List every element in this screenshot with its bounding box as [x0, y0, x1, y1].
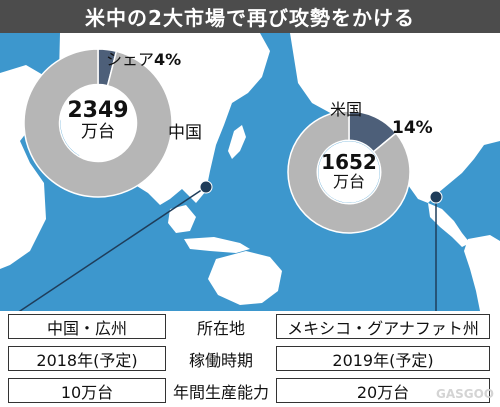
leader-line-china [18, 186, 207, 311]
donut-center-china: 2349 万台 [58, 98, 138, 143]
land-south-america [464, 235, 500, 311]
land-indonesia [184, 237, 250, 253]
total-unit-china: 万台 [81, 122, 115, 143]
donut-chart-us: 1652 万台 [286, 109, 412, 235]
chart-title: 米中の2大市場で再び攻勢をかける [0, 0, 500, 33]
table-row: 中国・広州 所在地 メキシコ・グアナファト州 [0, 311, 500, 343]
land-north-america [290, 33, 500, 203]
slices-us [287, 110, 411, 234]
donut-us-hole [318, 141, 380, 203]
share-label-value-us: 14% [392, 118, 433, 138]
land-japan [228, 125, 246, 159]
table-row: 2018年(予定) 稼働時期 2019年(予定) [0, 343, 500, 375]
row-label-location: 所在地 [196, 318, 245, 338]
total-unit-us: 万台 [332, 172, 365, 191]
cell-china-start: 2018年(予定) [8, 346, 166, 371]
donut-china-hole [60, 85, 136, 161]
cell-mexico-location: メキシコ・グアナファト州 [276, 314, 490, 339]
donut-chart-us-svg [287, 110, 411, 234]
share-label-china: シェア4% [106, 46, 181, 70]
cell-china-capacity: 10万台 [8, 378, 166, 403]
row-label-start: 稼働時期 [188, 350, 253, 370]
cell-mexico-start: 2019年(予定) [276, 346, 490, 371]
total-value-us: 1652 [321, 150, 377, 174]
info-table: 中国・広州 所在地 メキシコ・グアナファト州 2018年(予定) 稼働時期 20… [0, 311, 500, 407]
table-row: 10万台 年間生産能力 20万台 [0, 375, 500, 407]
watermark: GASGOO [435, 387, 494, 401]
land-central-america [428, 203, 470, 247]
share-label-value-china: 4% [154, 50, 182, 69]
slices-china [23, 48, 173, 198]
region-label-us: 米国 [330, 100, 363, 119]
donut-chart-china: 2349 万台 [22, 47, 174, 199]
location-marker-china [199, 180, 213, 194]
cell-china-location: 中国・広州 [8, 314, 166, 339]
total-value-china: 2349 [67, 98, 129, 123]
land-southeast-asia [168, 205, 196, 233]
cell-mexico-capacity: 20万台 [276, 378, 490, 403]
land-australia [208, 251, 282, 305]
region-label-china: 中国 [168, 123, 202, 143]
donut-chart-china-svg [23, 48, 173, 198]
donut-us-slice-1 [287, 110, 411, 234]
row-label-capacity: 年間生産能力 [172, 382, 269, 402]
location-marker-mexico [429, 190, 443, 204]
share-label-prefix-china: シェア [106, 50, 155, 69]
donut-center-us: 1652 万台 [314, 151, 384, 191]
donut-china-slice-1 [23, 48, 173, 198]
